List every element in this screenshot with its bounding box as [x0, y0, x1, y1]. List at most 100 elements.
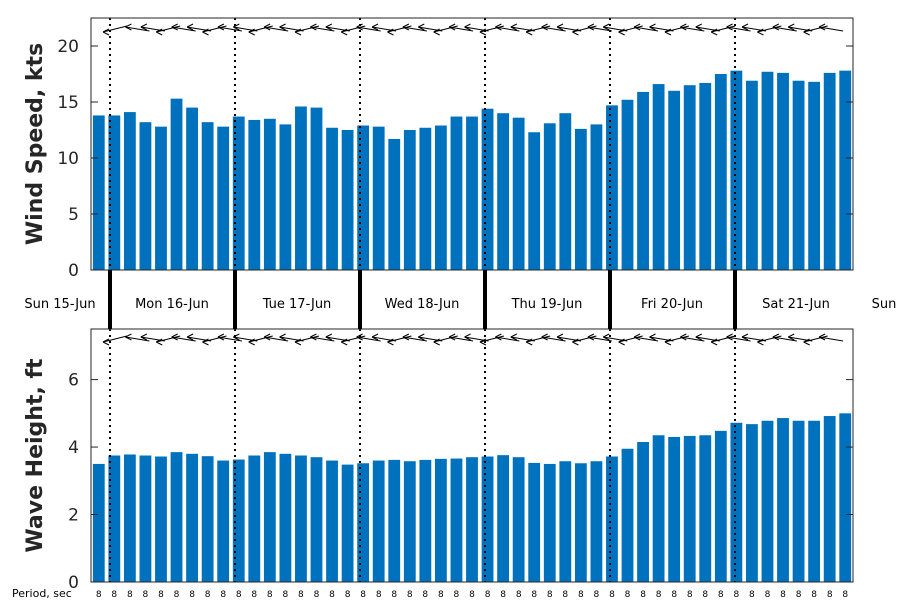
direction-arrow-head — [772, 333, 780, 341]
direction-arrow — [649, 26, 674, 32]
direction-arrow-head — [618, 28, 625, 36]
direction-arrow-head — [680, 333, 687, 341]
direction-arrow — [803, 335, 828, 343]
wave-height-bar — [683, 435, 696, 582]
direction-arrow — [664, 25, 690, 33]
direction-arrow-head — [464, 333, 471, 341]
direction-arrow-head — [186, 23, 194, 31]
direction-arrow-head — [263, 333, 271, 341]
direction-arrow — [294, 25, 320, 33]
wind-speed-bar — [637, 91, 649, 270]
wave-height-bar — [295, 455, 307, 582]
direction-arrow-head — [541, 23, 548, 31]
period-value: 8 — [267, 590, 273, 600]
y-tick-label: 0 — [68, 573, 79, 593]
direction-arrow — [248, 25, 273, 33]
wave-height-axis-label: Wave Height, ft — [23, 358, 48, 553]
direction-arrow — [387, 335, 412, 343]
wave-height-bar — [730, 422, 743, 582]
direction-arrow-head — [402, 23, 410, 31]
direction-arrow-head — [695, 333, 702, 341]
direction-arrow — [618, 25, 643, 33]
wave-height-bar — [310, 457, 323, 582]
direction-arrow — [341, 335, 366, 343]
wind-speed-bar — [372, 126, 385, 270]
wind-speed-bar — [92, 115, 105, 270]
direction-arrow-head — [741, 23, 749, 31]
direction-arrow-head — [495, 333, 502, 341]
direction-arrow — [186, 26, 212, 32]
wave-height-bar — [341, 464, 354, 582]
direction-arrow — [125, 336, 150, 342]
wave-height-bar — [808, 420, 821, 582]
wind-speed-axis-label: Wind Speed, kts — [23, 43, 48, 245]
direction-arrow — [279, 336, 304, 342]
direction-arrow-head — [171, 23, 178, 31]
direction-arrow-head — [433, 28, 440, 36]
direction-arrow — [603, 336, 628, 342]
day-label: Fri 20-Jun — [641, 297, 703, 312]
day-label-strip: Sun 15-Jun Mon 16-Jun Tue 17-Jun Wed 18-Jun… — [24, 270, 896, 329]
direction-arrow — [772, 336, 797, 342]
period-value: 8 — [656, 590, 662, 600]
wave-height-bar — [357, 463, 370, 582]
period-value: 8 — [796, 590, 802, 600]
direction-arrow — [695, 336, 720, 342]
wind-speed-bar — [357, 125, 370, 271]
direction-arrow-head — [340, 338, 348, 346]
y-tick-label: 10 — [57, 149, 79, 169]
period-value: 8 — [329, 590, 335, 600]
direction-arrow-head — [649, 333, 656, 341]
direction-arrow — [572, 335, 597, 343]
wind-speed-bar — [123, 112, 136, 270]
direction-arrow-head — [233, 333, 240, 341]
direction-arrow-head — [726, 23, 733, 31]
period-value: 8 — [220, 590, 226, 600]
wind-speed-bar — [668, 90, 681, 270]
wind-speed-bar — [497, 113, 510, 270]
direction-arrow-head — [664, 28, 672, 36]
wind-speed-bar — [155, 126, 167, 270]
wind-speed-bar — [217, 126, 230, 270]
day-label: Tue 17-Jun — [262, 297, 332, 312]
wind-speed-bar — [699, 82, 712, 271]
wind-speed-bar — [621, 99, 634, 270]
direction-arrow-head — [371, 333, 379, 341]
wave-height-bar — [123, 454, 136, 582]
wind-speed-bar — [108, 115, 121, 270]
direction-arrow — [772, 26, 797, 32]
direction-arrow — [294, 335, 320, 343]
direction-arrow — [140, 26, 165, 32]
direction-arrow-head — [757, 28, 764, 36]
wave-height-bar — [403, 461, 416, 582]
period-value: 8 — [236, 590, 242, 600]
direction-arrow-head — [202, 28, 209, 36]
y-tick-label: 5 — [68, 205, 79, 225]
period-value: 8 — [562, 590, 568, 600]
direction-arrow-head — [202, 338, 209, 346]
direction-arrow-head — [171, 333, 178, 341]
direction-arrow — [341, 25, 366, 33]
direction-arrow-head — [448, 23, 456, 31]
direction-arrow-head — [649, 23, 656, 31]
period-value: 8 — [827, 590, 833, 600]
direction-arrow — [757, 335, 782, 343]
period-value: 8 — [547, 590, 553, 600]
wave-height-bar — [263, 452, 276, 582]
direction-arrow — [371, 336, 397, 342]
wave-height-bar — [637, 442, 649, 582]
wave-height-bar — [621, 448, 634, 582]
period-value: 8 — [702, 590, 708, 600]
direction-arrow — [479, 25, 505, 33]
direction-arrow-head — [510, 23, 518, 31]
direction-arrow-head — [603, 23, 610, 31]
direction-arrow — [695, 26, 720, 32]
direction-arrow-head — [772, 23, 780, 31]
direction-arrow-head — [233, 23, 240, 31]
direction-arrow-head — [340, 28, 348, 36]
period-value: 8 — [422, 590, 428, 600]
period-value: 8 — [96, 590, 102, 600]
wave-height-bar — [372, 460, 385, 582]
direction-arrow-head — [217, 333, 225, 341]
